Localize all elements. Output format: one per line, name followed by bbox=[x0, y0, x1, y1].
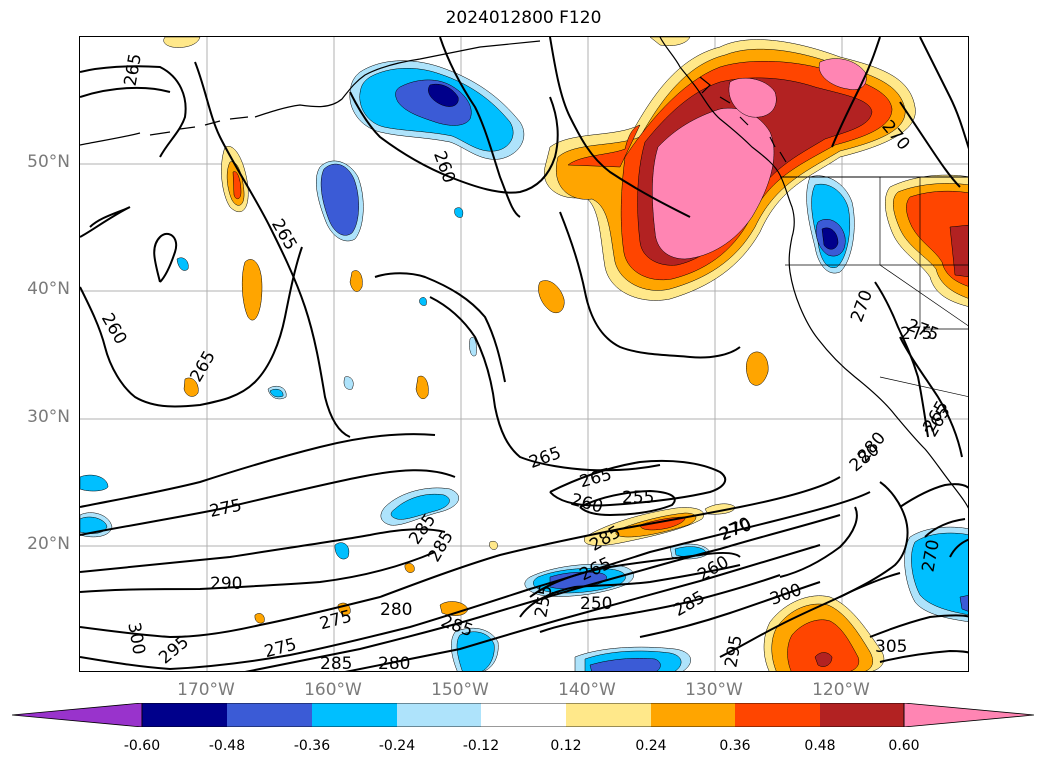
contour-label: 285 bbox=[670, 587, 708, 621]
contour-label: 260 bbox=[97, 310, 131, 348]
lat-label: 30°N bbox=[27, 407, 70, 427]
colorbar-tick-label: -0.24 bbox=[378, 738, 416, 754]
colorbar-segment bbox=[227, 703, 312, 727]
contour-label: 285 bbox=[320, 654, 352, 672]
contour-label: 290 bbox=[210, 574, 242, 594]
contour-label: 265 bbox=[267, 216, 301, 254]
contour-label: 275 bbox=[900, 324, 932, 344]
colorbar-tick-label: 0.48 bbox=[804, 738, 836, 754]
colorbar-segment bbox=[566, 703, 651, 727]
contour-label: 260 bbox=[429, 148, 459, 185]
contour-label: 280 bbox=[380, 600, 412, 620]
contour-label: 260 bbox=[569, 490, 606, 518]
colorbar bbox=[12, 703, 1034, 727]
colorbar-segment bbox=[481, 703, 566, 727]
coastlines bbox=[80, 37, 968, 509]
map-canvas: 265 265 265 265 260 260 260 255 265 270 … bbox=[80, 37, 968, 672]
contour-label: 275 bbox=[262, 635, 299, 663]
shading-negative bbox=[80, 60, 968, 671]
lat-label: 40°N bbox=[27, 279, 70, 299]
contour-label: 255 bbox=[622, 488, 654, 508]
contours bbox=[80, 37, 968, 671]
colorbar-segment bbox=[820, 703, 904, 727]
contour-label: 295 bbox=[155, 632, 193, 668]
lat-label: 20°N bbox=[27, 534, 70, 554]
colorbar-segment bbox=[651, 703, 735, 727]
colorbar-tick-label: 0.36 bbox=[719, 738, 751, 754]
shading-positive bbox=[163, 37, 968, 671]
colorbar-high-extend bbox=[903, 703, 1034, 727]
contour-label: 255 bbox=[531, 584, 556, 619]
contour-label: 285 bbox=[438, 611, 475, 641]
lon-label: 160°W bbox=[304, 680, 362, 700]
lon-label: 120°W bbox=[812, 680, 870, 700]
contour-label: 305 bbox=[875, 637, 907, 657]
contour-label: 295 bbox=[721, 634, 746, 669]
lat-label: 50°N bbox=[27, 152, 70, 172]
colorbar-tick-label: -0.60 bbox=[123, 738, 161, 754]
colorbar-segment bbox=[312, 703, 397, 727]
lon-label: 130°W bbox=[685, 680, 743, 700]
contour-label: 275 bbox=[208, 496, 244, 522]
colorbar-segment bbox=[397, 703, 481, 727]
colorbar-tick-label: 0.12 bbox=[550, 738, 582, 754]
colorbar-tick-label: -0.12 bbox=[462, 738, 500, 754]
colorbar-tick-label: -0.36 bbox=[293, 738, 331, 754]
contour-label: 300 bbox=[123, 621, 148, 656]
colorbar-tick-label: -0.48 bbox=[208, 738, 246, 754]
contour-label: 280 bbox=[378, 654, 410, 672]
contour-label: 270 bbox=[847, 287, 877, 324]
contour-label: 250 bbox=[580, 594, 612, 614]
contour-label: 265 bbox=[526, 443, 563, 473]
lon-label: 170°W bbox=[177, 680, 235, 700]
map-title: 2024012800 F120 bbox=[445, 8, 602, 28]
map-panel: 265 265 265 265 260 260 260 255 265 270 … bbox=[79, 36, 969, 672]
colorbar-segment bbox=[142, 703, 227, 727]
colorbar-tick-label: 0.60 bbox=[888, 738, 920, 754]
contour-label: 265 bbox=[121, 52, 146, 87]
colorbar-low-extend bbox=[12, 703, 143, 727]
colorbar-tick-label: 0.24 bbox=[635, 738, 667, 754]
colorbar-segment bbox=[735, 703, 820, 727]
lon-label: 140°W bbox=[558, 680, 616, 700]
lon-label: 150°W bbox=[431, 680, 489, 700]
